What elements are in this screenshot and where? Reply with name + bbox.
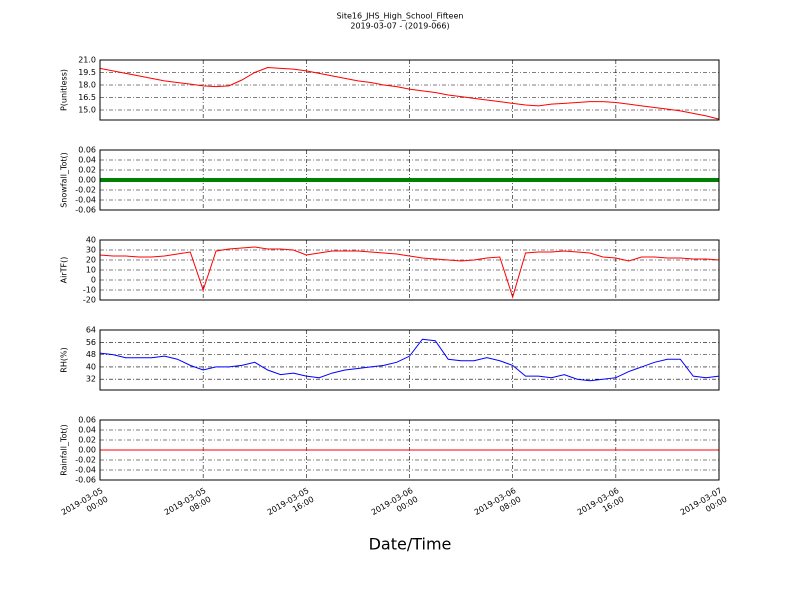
y-tick-label: 48	[86, 350, 96, 359]
y-tick-label: 64	[86, 326, 96, 335]
y-tick-label: 40	[86, 236, 96, 245]
plot-frame	[99, 149, 720, 211]
line	[99, 338, 720, 382]
y-tick-label: 0.02	[78, 166, 96, 175]
y-tick-label: -0.06	[75, 206, 96, 215]
y-tick-label: -0.02	[75, 456, 96, 465]
y-tick-label: -0.04	[75, 196, 96, 205]
y-tick-label: 40	[86, 362, 96, 371]
y-tick-label: 32	[86, 375, 96, 384]
y-tick-label: -0.04	[75, 466, 96, 475]
y-tick-label: 30	[86, 246, 96, 255]
y-tick-label: -20	[83, 296, 96, 305]
y-tick-label: 20	[86, 256, 96, 265]
y-tick-label: 0.04	[78, 426, 96, 435]
y-tick-label: -10	[83, 286, 96, 295]
y-tick-label: 0	[91, 276, 96, 285]
chart-title: Site16_JHS_High_School_Fifteen	[337, 12, 464, 21]
y-axis-label: Rainfall_Tot()	[60, 424, 69, 476]
y-axis-label: RH(%)	[60, 347, 69, 372]
y-axis-label: P(unitless)	[60, 69, 69, 111]
y-tick-label: 0.06	[78, 416, 96, 425]
y-tick-label: 0.00	[78, 446, 96, 455]
x-axis-label: Date/Time	[369, 535, 452, 554]
y-tick-label: 16.5	[78, 93, 96, 102]
plot-frame	[99, 329, 720, 391]
y-tick-label: -0.06	[75, 476, 96, 485]
y-tick-label: 15.0	[78, 106, 96, 115]
y-tick-label: 0.04	[78, 156, 96, 165]
y-tick-label: -0.02	[75, 186, 96, 195]
y-axis-label: Snowfall_Tot()	[60, 152, 69, 208]
y-tick-label: 56	[86, 338, 96, 347]
plot-frame	[99, 239, 720, 301]
plot-frame	[99, 59, 720, 121]
chart-subtitle: 2019-03-07 - (2019-066)	[350, 22, 449, 31]
y-tick-label: 0.06	[78, 146, 96, 155]
line	[99, 246, 720, 299]
line	[99, 66, 720, 120]
y-tick-label: 0.02	[78, 436, 96, 445]
y-axis-label: AirTF()	[60, 257, 69, 284]
y-tick-label: 10	[86, 266, 96, 275]
plot-frame	[99, 419, 720, 481]
y-tick-label: 21.0	[78, 56, 96, 65]
y-tick-label: 19.5	[78, 68, 96, 77]
y-tick-label: 18.0	[78, 81, 96, 90]
y-tick-label: 0.00	[78, 176, 96, 185]
